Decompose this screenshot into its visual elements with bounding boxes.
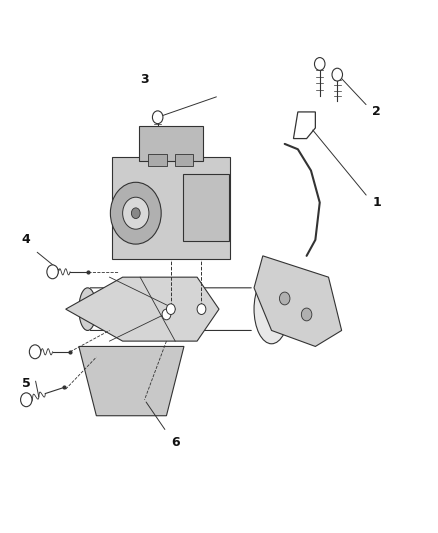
FancyBboxPatch shape xyxy=(112,157,230,259)
Polygon shape xyxy=(79,346,184,416)
FancyBboxPatch shape xyxy=(148,154,167,166)
Polygon shape xyxy=(254,256,342,346)
Circle shape xyxy=(47,265,58,279)
FancyBboxPatch shape xyxy=(139,126,203,161)
Circle shape xyxy=(162,309,171,320)
Text: 5: 5 xyxy=(22,377,31,390)
Circle shape xyxy=(110,182,161,244)
Circle shape xyxy=(301,308,312,321)
Circle shape xyxy=(131,208,140,219)
Text: 1: 1 xyxy=(372,196,381,209)
Circle shape xyxy=(197,304,206,314)
Ellipse shape xyxy=(79,288,96,330)
FancyBboxPatch shape xyxy=(183,174,229,241)
Circle shape xyxy=(29,345,41,359)
Circle shape xyxy=(21,393,32,407)
Circle shape xyxy=(166,304,175,314)
Text: 6: 6 xyxy=(171,436,180,449)
FancyBboxPatch shape xyxy=(175,154,193,166)
Text: 4: 4 xyxy=(22,233,31,246)
Circle shape xyxy=(123,197,149,229)
Circle shape xyxy=(152,111,163,124)
Polygon shape xyxy=(66,277,219,341)
Text: 2: 2 xyxy=(372,106,381,118)
Circle shape xyxy=(314,58,325,70)
Circle shape xyxy=(332,68,343,81)
Circle shape xyxy=(279,292,290,305)
Ellipse shape xyxy=(254,274,289,344)
Text: 3: 3 xyxy=(140,74,149,86)
